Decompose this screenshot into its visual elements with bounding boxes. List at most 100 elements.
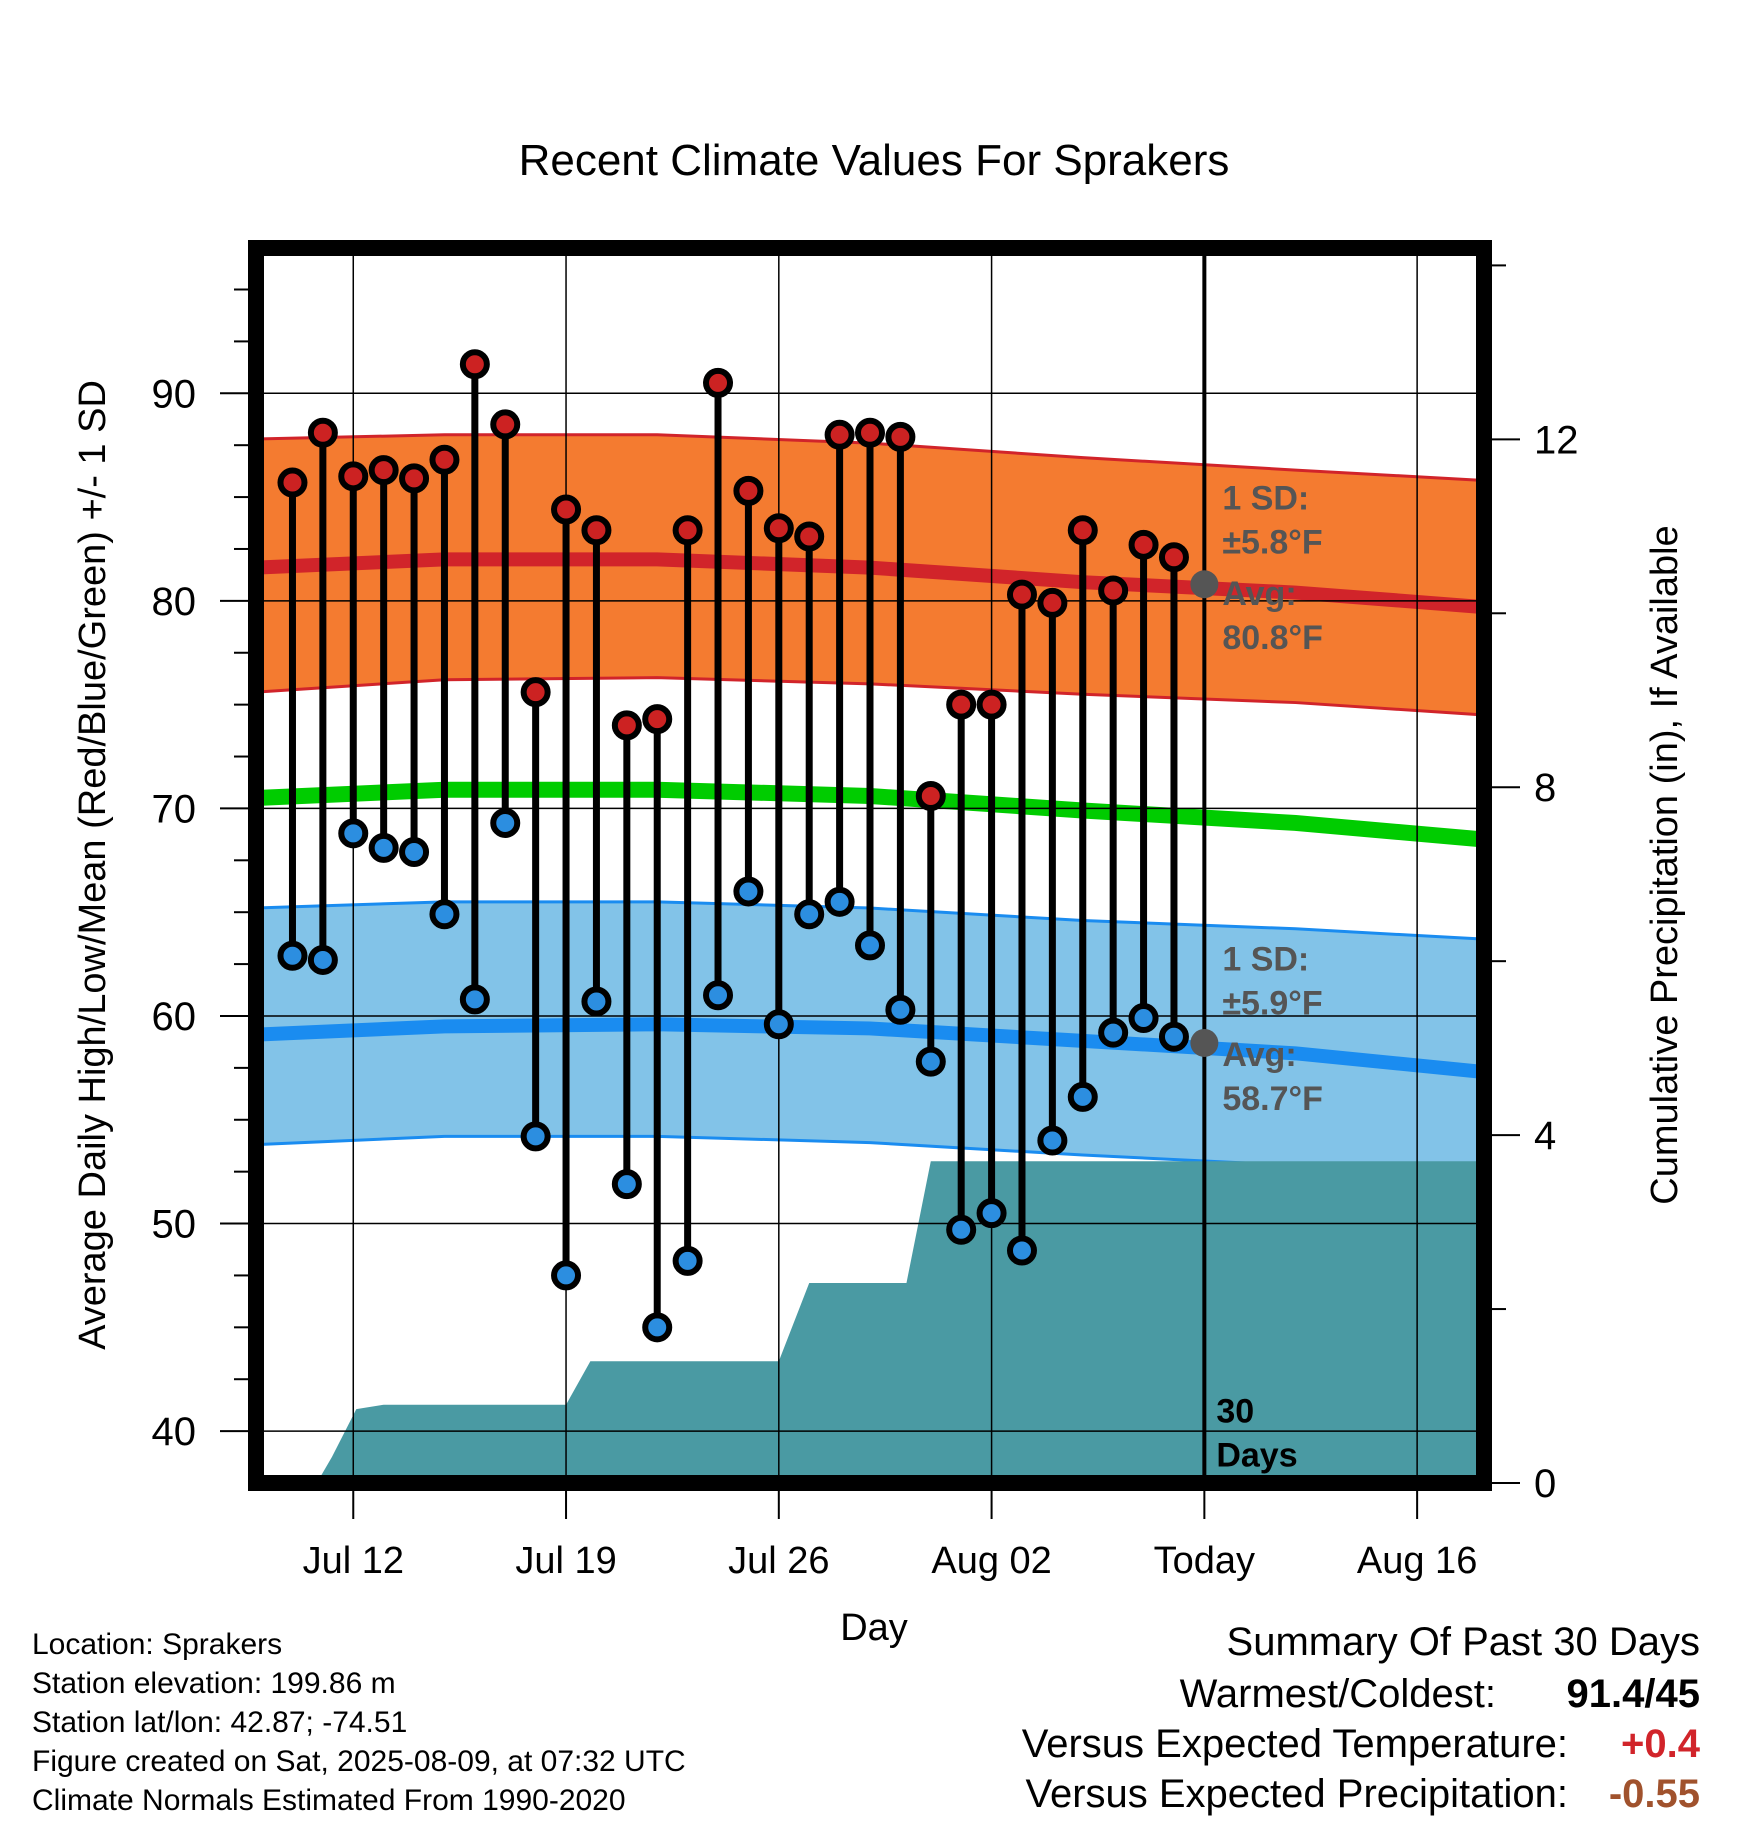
low-point (946, 1214, 977, 1245)
high-point (976, 689, 1007, 720)
summary-warmest-label: Warmest/Coldest: (1179, 1672, 1496, 1716)
y2-tick-label: 12 (1534, 418, 1579, 462)
annotations: 1 SD: ±5.8°F Avg: 80.8°F 1 SD: ±5.9°F Avg: 58.7… (1190, 480, 1323, 1474)
y-axis-label: Average Daily High/Low/Mean (Red/Blue/Gr… (72, 380, 114, 1350)
x-tick-label: Jul 26 (728, 1540, 829, 1582)
low-point (490, 807, 521, 838)
low-point (733, 876, 764, 907)
x-tick-label: Aug 16 (1357, 1540, 1477, 1582)
low-point (611, 1169, 642, 1200)
low-point (338, 818, 369, 849)
high-point (551, 494, 582, 525)
info-latlon: Station lat/lon: 42.87; -74.51 (32, 1706, 408, 1739)
y2-tick-label: 4 (1534, 1114, 1556, 1158)
low-point (551, 1260, 582, 1291)
high-point (703, 367, 734, 398)
high-point (763, 513, 794, 544)
low-sd-annotation: ±5.9°F (1222, 984, 1322, 1022)
high-sd-annotation: ±5.8°F (1222, 524, 1322, 562)
summary-title: Summary Of Past 30 Days (1226, 1620, 1700, 1664)
high-point (307, 417, 338, 448)
high-point (399, 463, 430, 494)
high-point (611, 710, 642, 741)
high-sd-annotation: 1 SD: (1222, 480, 1309, 518)
x-tick-label: Jul 12 (303, 1540, 404, 1582)
low-point (1006, 1235, 1037, 1266)
info-normals: Climate Normals Estimated From 1990-2020 (32, 1784, 626, 1817)
y-tick-label: 80 (152, 580, 197, 624)
low-point (824, 886, 855, 917)
summary-warmest-value: 91.4/45 (1566, 1672, 1700, 1716)
high-point (368, 455, 399, 486)
low-avg-marker (1190, 1028, 1219, 1057)
high-point (672, 515, 703, 546)
summary-temp-label: Versus Expected Temperature: (1021, 1722, 1568, 1766)
low-point (915, 1046, 946, 1077)
high-point (946, 689, 977, 720)
low-point (672, 1245, 703, 1276)
low-point (520, 1121, 551, 1152)
high-point (885, 421, 916, 452)
precip-area-shape (316, 1161, 1484, 1483)
summary-precip-value: -0.55 (1608, 1772, 1700, 1816)
summary-precip-label: Versus Expected Precipitation: (1025, 1772, 1568, 1816)
high-point (1067, 515, 1098, 546)
high-point (1006, 579, 1037, 610)
high-point (1158, 542, 1189, 573)
info-created: Figure created on Sat, 2025-08-09, at 07… (32, 1745, 686, 1778)
y2-tick-label: 0 (1534, 1462, 1556, 1506)
high-point (642, 704, 673, 735)
high-avg-annotation: Avg: (1222, 575, 1296, 613)
high-point (794, 521, 825, 552)
low-point (1098, 1017, 1129, 1048)
y-tick-label: 90 (152, 372, 197, 416)
low-point (794, 899, 825, 930)
plot-frame (248, 240, 1492, 1491)
y2-axis-label: Cumulative Precipitation (in), If Availa… (1644, 525, 1686, 1204)
high-avg-marker (1190, 570, 1219, 599)
low-avg-annotation: Avg: (1222, 1036, 1296, 1074)
x-axis-label: Day (840, 1607, 908, 1649)
low-sd-annotation: 1 SD: (1222, 940, 1309, 978)
y-tick-label: 60 (152, 995, 197, 1039)
high-point (855, 417, 885, 448)
low-point (429, 899, 460, 930)
low-point (642, 1312, 673, 1343)
low-point (581, 986, 612, 1017)
axes: 40 50 60 70 80 90 0 4 8 12 Jul 12 Jul 19 Jul 26 Aug 0… (152, 264, 1579, 1582)
high-point (915, 780, 946, 811)
low-point (885, 994, 916, 1025)
chart-title: Recent Climate Values For Sprakers (519, 136, 1230, 185)
y2-tick-label: 8 (1534, 766, 1556, 810)
days-annotation: Days (1216, 1436, 1297, 1474)
normal-low-avg-line (256, 1017, 1484, 1079)
low-point (976, 1198, 1007, 1229)
high-point (277, 467, 308, 498)
high-point (338, 461, 369, 492)
y-tick-label: 40 (152, 1410, 197, 1454)
low-point (1158, 1021, 1189, 1052)
info-elevation: Station elevation: 199.86 m (32, 1667, 396, 1700)
low-point (763, 1009, 794, 1040)
low-point (1037, 1125, 1068, 1156)
daily-range-bars (277, 349, 1189, 1343)
high-point (490, 409, 521, 440)
y-tick-label: 50 (152, 1203, 197, 1247)
low-point (459, 984, 490, 1015)
high-point (520, 677, 551, 708)
low-point (368, 832, 399, 863)
info-location: Location: Sprakers (32, 1628, 283, 1661)
high-point (1098, 575, 1129, 606)
low-point (703, 980, 734, 1011)
low-point (1067, 1081, 1098, 1112)
low-point (399, 837, 430, 868)
y-tick-label: 70 (152, 787, 197, 831)
days-annotation: 30 (1216, 1392, 1254, 1430)
summary-temp-value: +0.4 (1621, 1722, 1700, 1766)
low-point (1128, 1003, 1159, 1034)
low-point (307, 944, 338, 975)
low-point (855, 930, 885, 961)
high-point (824, 419, 855, 450)
high-point (733, 475, 764, 506)
